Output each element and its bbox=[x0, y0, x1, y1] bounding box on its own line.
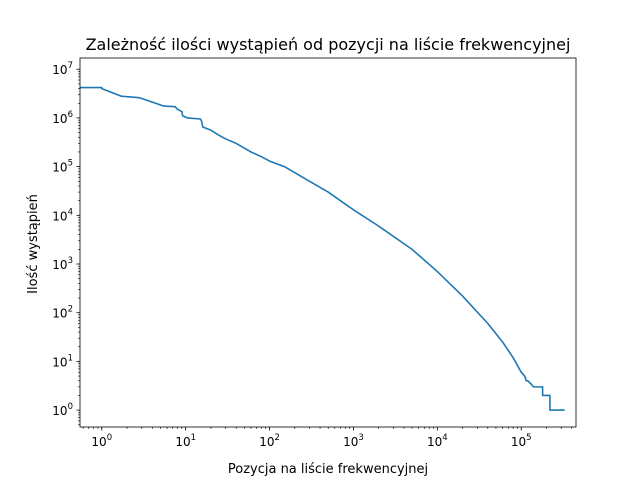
y-tick-label: 107 bbox=[52, 61, 73, 77]
y-tick-label: 100 bbox=[52, 402, 73, 418]
x-axis-label: Pozycja na liście frekwencyjnej bbox=[228, 462, 428, 477]
x-tick-label: 102 bbox=[259, 433, 280, 449]
chart-title: Zależność ilości wystąpień od pozycji na… bbox=[86, 35, 571, 54]
y-tick-label: 102 bbox=[52, 305, 73, 321]
y-tick-label: 105 bbox=[52, 159, 73, 175]
y-axis-label: Ilość wystąpień bbox=[26, 194, 41, 294]
plot-area: 100 101 102 103 104 105 100 101 102 103 104 105 106 1… bbox=[52, 57, 577, 449]
x-tick-label: 104 bbox=[427, 433, 448, 449]
y-tick-label: 104 bbox=[52, 207, 73, 223]
x-tick-label: 100 bbox=[91, 433, 112, 449]
y-tick-label: 101 bbox=[52, 353, 73, 369]
y-tick-label: 103 bbox=[52, 256, 73, 272]
x-tick-label: 101 bbox=[175, 433, 196, 449]
series-line-0 bbox=[80, 86, 565, 411]
y-tick-label: 106 bbox=[52, 110, 73, 126]
x-tick-label: 103 bbox=[343, 433, 364, 449]
axes-frame bbox=[79, 57, 577, 428]
x-tick-label: 105 bbox=[511, 433, 532, 449]
